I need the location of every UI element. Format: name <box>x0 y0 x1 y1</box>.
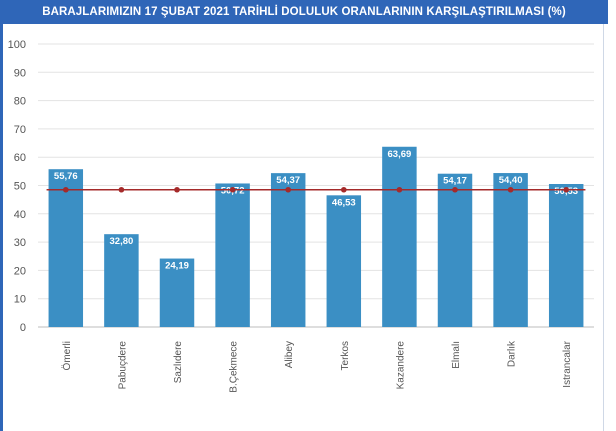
reference-line-point <box>507 186 514 193</box>
reference-line-point <box>563 186 569 193</box>
chart-title: BARAJLARIMIZIN 17 ŞUBAT 2021 TARİHLİ DOL… <box>0 0 608 24</box>
category-label: Terkos <box>340 341 351 370</box>
reference-line-point <box>174 186 180 193</box>
bar <box>382 146 417 327</box>
y-tick-label: 100 <box>8 39 26 51</box>
bar <box>548 184 584 327</box>
bar-value-label: 54,37 <box>276 175 300 186</box>
category-label: Ömerli <box>61 341 73 370</box>
bar-value-label: 24,19 <box>165 261 189 272</box>
bar <box>48 169 84 327</box>
category-label: Pabuçdere <box>117 341 128 390</box>
reference-line-point <box>285 186 292 193</box>
bar <box>270 173 306 327</box>
reference-line-point <box>452 186 458 193</box>
y-tick-label: 90 <box>14 67 26 79</box>
bar <box>104 234 139 327</box>
category-label: Sazlıdere <box>173 341 184 384</box>
bar-value-label: 54,17 <box>443 176 467 187</box>
category-label: B.Çekmece <box>229 341 240 393</box>
bars <box>48 146 584 327</box>
reference-line-point <box>341 186 347 193</box>
bar-value-label: 55,76 <box>54 171 78 182</box>
y-tick-label: 30 <box>14 237 26 249</box>
bar-value-label: 46,53 <box>332 197 356 208</box>
reference-line <box>46 186 586 193</box>
bar <box>159 258 195 327</box>
y-tick-label: 0 <box>20 322 26 334</box>
bar <box>326 195 362 327</box>
bar-value-label: 54,40 <box>499 175 523 186</box>
right-frame-border <box>603 24 604 431</box>
category-label: Kazandere <box>395 341 406 390</box>
y-tick-label: 20 <box>14 265 26 277</box>
reference-line-point <box>118 186 125 193</box>
category-label: Alibey <box>284 341 295 368</box>
bar-value-label: 32,80 <box>110 236 134 247</box>
y-tick-label: 80 <box>14 96 26 108</box>
bar <box>437 173 473 327</box>
y-tick-label: 60 <box>14 152 26 164</box>
category-label: Darlık <box>507 340 518 367</box>
category-label: Istrancalar <box>562 340 573 387</box>
category-label: Elmalı <box>451 341 462 369</box>
reference-line-point <box>229 186 236 193</box>
bar-value-label: 63,69 <box>388 149 412 160</box>
reference-line-point <box>63 186 69 193</box>
left-frame-border <box>0 24 3 431</box>
bar <box>493 173 528 327</box>
y-axis-ticks: 0 10 20 30 40 50 60 70 80 90 100 <box>8 39 26 334</box>
y-tick-label: 70 <box>14 124 26 136</box>
y-tick-label: 10 <box>14 294 26 306</box>
y-tick-label: 40 <box>14 209 26 221</box>
bar <box>215 183 250 327</box>
reference-line-point <box>396 186 403 193</box>
y-tick-label: 50 <box>14 181 26 193</box>
x-axis-labels: Ömerli Pabuçdere Sazlıdere B.Çekmece Alibey T… <box>61 340 573 393</box>
